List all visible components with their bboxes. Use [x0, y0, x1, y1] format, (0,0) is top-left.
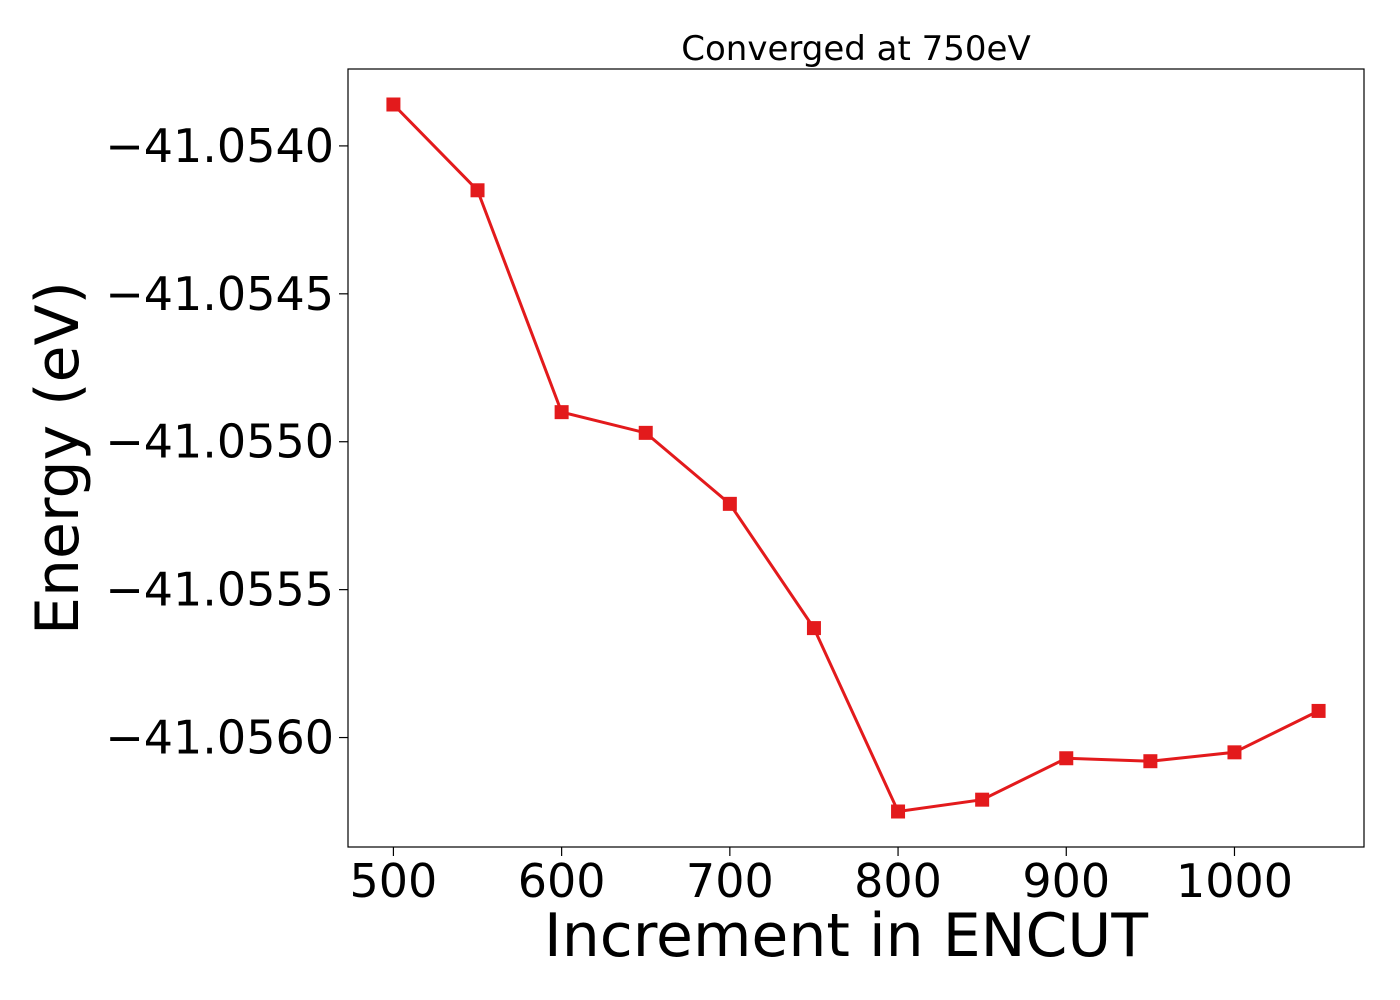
y-axis: −41.0540 −41.0545 −41.0550 −41.0555 −41.0560 — [105, 119, 348, 765]
data-point — [554, 405, 569, 420]
x-tick-label: 800 — [854, 854, 942, 908]
x-tick-label: 500 — [350, 854, 438, 908]
x-tick-label: 1000 — [1176, 854, 1293, 908]
data-point — [975, 792, 990, 807]
series-markers — [386, 97, 1326, 819]
x-tick-label: 700 — [686, 854, 774, 908]
data-point — [806, 621, 821, 636]
chart-title: Converged at 750eV — [681, 29, 1030, 69]
x-tick-label: 900 — [1022, 854, 1110, 908]
data-point — [470, 183, 485, 198]
data-point — [386, 97, 401, 112]
y-tick-label: −41.0540 — [105, 119, 334, 173]
y-tick-label: −41.0545 — [105, 267, 334, 321]
plot-area — [347, 68, 1365, 848]
y-tick-label: −41.0560 — [105, 711, 334, 765]
x-axis-label: Increment in ENCUT — [544, 901, 1148, 971]
x-tick-label: 600 — [518, 854, 606, 908]
data-point — [1227, 745, 1242, 760]
y-axis-label: Energy (eV) — [23, 281, 93, 635]
series-line — [392, 103, 1320, 814]
data-point — [1059, 751, 1074, 766]
data-point — [1311, 703, 1326, 718]
y-tick-label: −41.0555 — [105, 563, 334, 617]
data-point — [1143, 754, 1158, 769]
x-axis: 500 600 700 800 900 1000 — [350, 847, 1293, 908]
data-point — [638, 425, 653, 440]
y-tick-label: −41.0550 — [105, 415, 334, 469]
data-point — [722, 496, 737, 511]
data-point — [891, 804, 906, 819]
